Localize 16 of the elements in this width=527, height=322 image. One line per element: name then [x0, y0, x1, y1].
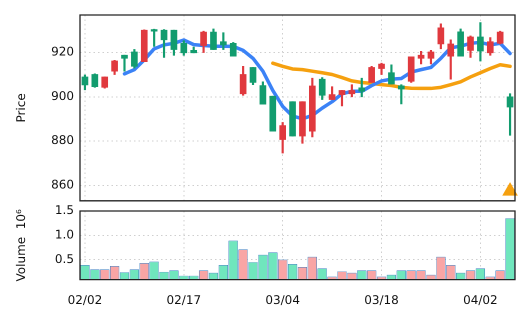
y-tick-label: 1.5 — [54, 203, 74, 218]
y-tick-label: 880 — [51, 133, 74, 148]
y-axis-title: Price — [14, 93, 28, 123]
x-tick-label: 03/18 — [364, 292, 399, 307]
x-tick-label: 04/02 — [463, 292, 498, 307]
y-tick-label: 920 — [51, 44, 74, 59]
y-tick-label: 0.5 — [54, 252, 74, 266]
y-tick-label: 900 — [51, 88, 74, 103]
x-tick-label: 03/04 — [265, 292, 300, 307]
x-tick-label: 02/17 — [166, 292, 202, 307]
y-tick-label: 1.0 — [54, 227, 74, 242]
y-tick-label: 860 — [51, 177, 74, 192]
y-axis-title: Volume 10⁶ — [14, 208, 28, 282]
candlestick — [269, 96, 276, 132]
candlestick — [140, 29, 148, 62]
x-tick-label: 02/02 — [68, 292, 102, 307]
